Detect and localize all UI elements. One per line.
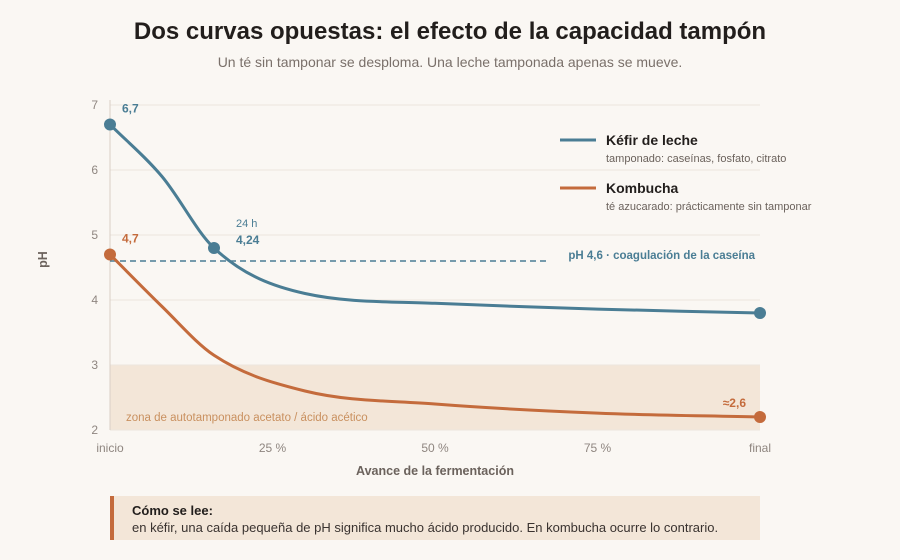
band-label: zona de autotamponado acetato / ácido ac… (126, 412, 368, 424)
y-tick-label: 7 (91, 98, 98, 112)
kombucha-line (108, 253, 762, 419)
kefir-legend-name: Kéfir de leche (606, 132, 698, 148)
y-axis-label: pH (36, 251, 50, 268)
x-tick-label: 50 % (421, 441, 449, 455)
kombucha-legend-name: Kombucha (606, 180, 679, 196)
note-text: en kéfir, una caída pequeña de pH signif… (132, 520, 719, 535)
kefir-point-label: 4,24 (236, 233, 260, 247)
y-tick-label: 2 (91, 423, 98, 437)
note-title: Cómo se lee: (132, 503, 213, 518)
ph-chart: zona de autotamponado acetato / ácido ac… (36, 98, 812, 478)
x-axis-label: Avance de la fermentación (356, 464, 514, 478)
kombucha-point (754, 411, 766, 423)
kombucha-legend-description: té azucarado: prácticamente sin tamponar (606, 201, 812, 213)
chart-subtitle: Un té sin tamponar se desploma. Una lech… (217, 54, 683, 70)
kombucha-point-label: 4,7 (122, 232, 139, 246)
kombucha-point-label: ≈2,6 (723, 396, 747, 410)
kefir-legend-description: tamponado: caseínas, fosfato, citrato (606, 153, 786, 165)
y-tick-label: 5 (91, 228, 98, 242)
kombucha-point (104, 248, 116, 261)
chart-title: Dos curvas opuestas: el efecto de la cap… (133, 18, 767, 45)
x-tick-label: 25 % (259, 441, 287, 455)
kefir-point (208, 242, 220, 254)
kefir-point (104, 118, 116, 131)
x-tick-label: final (749, 441, 771, 455)
kefir-point-label: 6,7 (122, 102, 139, 116)
y-tick-label: 3 (91, 358, 98, 372)
x-tick-label: 75 % (584, 441, 612, 455)
kefir-point-sublabel: 24 h (236, 218, 257, 230)
kefir-point (754, 307, 766, 319)
y-tick-label: 4 (91, 293, 98, 307)
autobuffer-band (110, 365, 760, 430)
reading-note: Cómo se lee: en kéfir, una caída pequeña… (110, 496, 760, 540)
x-tick-label: inicio (96, 441, 124, 455)
kefir-line (108, 123, 762, 315)
y-tick-label: 6 (91, 163, 98, 177)
reference-line-label: pH 4,6 · coagulación de la caseína (568, 250, 755, 262)
